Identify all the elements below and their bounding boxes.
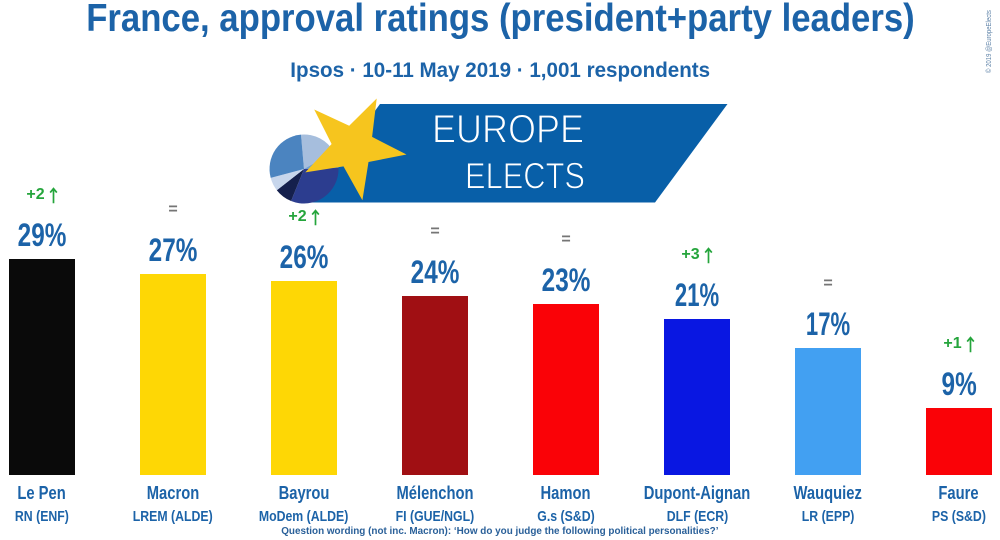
svg-text:ELECTS: ELECTS (465, 156, 585, 197)
svg-text:EUROPE: EUROPE (432, 108, 584, 152)
